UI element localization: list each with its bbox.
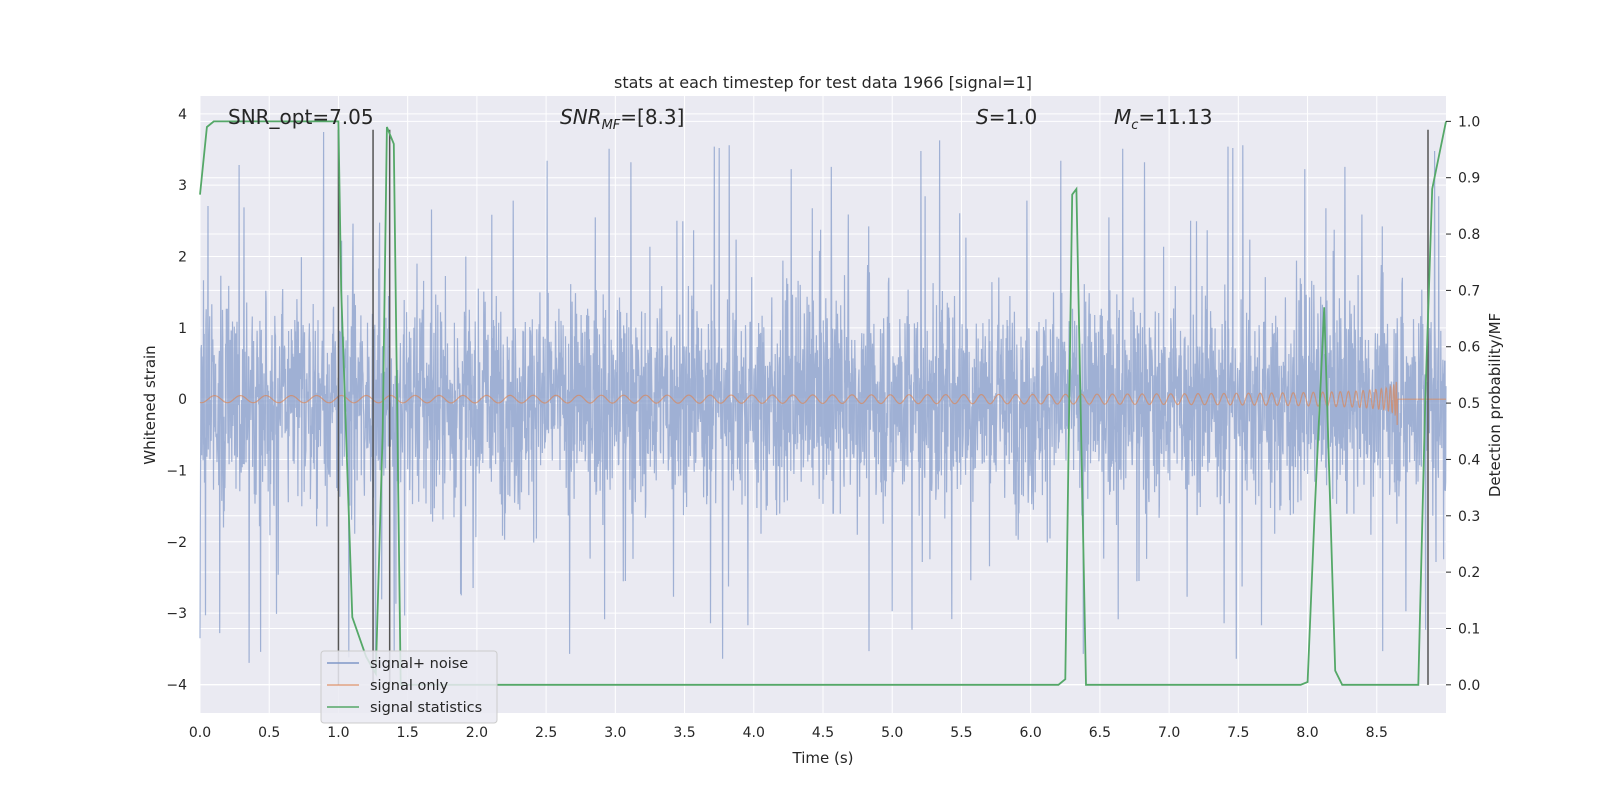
y2-tick-label: 0.1 (1458, 621, 1480, 637)
y2-tick-label: 0.2 (1458, 565, 1480, 581)
detection-markers (337, 129, 1429, 685)
x-tick-label: 2.5 (535, 725, 557, 741)
y-tick-label: 0 (178, 392, 187, 408)
y-tick-label: −3 (166, 606, 187, 622)
annotation-s: S=1.0 (976, 105, 1037, 129)
y2-tick-label: 0.3 (1458, 509, 1480, 525)
x-axis-ticks: 0.0 0.5 1.0 1.5 2.0 2.5 3.0 3.5 4.0 4.5 5.0 5.5 6.0 6… (189, 725, 1388, 741)
annotation-snr-opt: SNR_opt=7.05 (228, 105, 374, 129)
x-tick-label: 5.5 (950, 725, 972, 741)
y-tick-label: −1 (166, 463, 187, 479)
y2-tick-label: 0.8 (1458, 227, 1480, 243)
y-tick-label: 2 (178, 249, 187, 265)
y2-tick-label: 0.4 (1458, 452, 1480, 468)
legend-label-signal: signal only (370, 678, 449, 694)
x-tick-label: 0.0 (189, 725, 211, 741)
chirp-trace (199, 381, 1446, 426)
x-axis-label: Time (s) (792, 749, 854, 767)
x-tick-label: 8.0 (1296, 725, 1318, 741)
y-tick-label: 4 (178, 107, 187, 123)
y-tick-label: 1 (178, 321, 187, 337)
x-tick-label: 4.5 (812, 725, 834, 741)
x-tick-label: 7.5 (1227, 725, 1249, 741)
y-tick-label: 3 (178, 178, 187, 194)
y2-tick-label: 0.0 (1458, 678, 1480, 694)
legend: signal+ noise signal only signal statist… (320, 650, 498, 724)
x-tick-label: 6.5 (1089, 725, 1111, 741)
y-tick-label: −4 (166, 677, 187, 693)
annotation-mc: Mc=11.13 (1114, 105, 1212, 133)
y2-tick-label: 0.7 (1458, 283, 1480, 299)
signal-only-series (199, 381, 1446, 426)
y2-tick-label: 0.5 (1458, 396, 1480, 412)
signal-statistics-series (199, 120, 1447, 686)
x-tick-label: 2.0 (466, 725, 488, 741)
noise-trace (199, 131, 1447, 663)
y-tick-label: −2 (166, 535, 187, 551)
x-tick-label: 3.5 (673, 725, 695, 741)
y2-tick-label: 0.6 (1458, 340, 1480, 356)
annotation-snr-mf: SNRMF=[8.3] (560, 105, 684, 133)
x-tick-label: 0.5 (258, 725, 280, 741)
x-tick-label: 5.0 (881, 725, 903, 741)
x-tick-label: 6.0 (1020, 725, 1042, 741)
y-axis-label: Whitened strain (141, 345, 159, 464)
signal-plus-noise-series (199, 131, 1447, 663)
x-tick-label: 3.0 (604, 725, 626, 741)
chart-title: stats at each timestep for test data 196… (614, 73, 1032, 92)
y2-tick-label: 0.9 (1458, 171, 1480, 187)
y2-axis-label: Detection probability/MF (1486, 313, 1504, 497)
y2-tick-label: 1.0 (1458, 114, 1480, 130)
statistics-trace (199, 120, 1447, 686)
legend-box (320, 650, 498, 724)
x-tick-label: 1.0 (327, 725, 349, 741)
y-axis-ticks: 4 3 2 1 0 −1 −2 −3 −4 (166, 107, 187, 694)
x-tick-label: 4.0 (743, 725, 765, 741)
x-tick-label: 7.0 (1158, 725, 1180, 741)
x-tick-label: 1.5 (397, 725, 419, 741)
legend-label-noise: signal+ noise (370, 656, 468, 672)
y2-axis-ticks: 1.0 0.9 0.8 0.7 0.6 0.5 0.4 0.3 0.2 0.1 0.0 (1446, 114, 1480, 694)
x-tick-label: 8.5 (1366, 725, 1388, 741)
legend-label-stats: signal statistics (370, 700, 482, 716)
